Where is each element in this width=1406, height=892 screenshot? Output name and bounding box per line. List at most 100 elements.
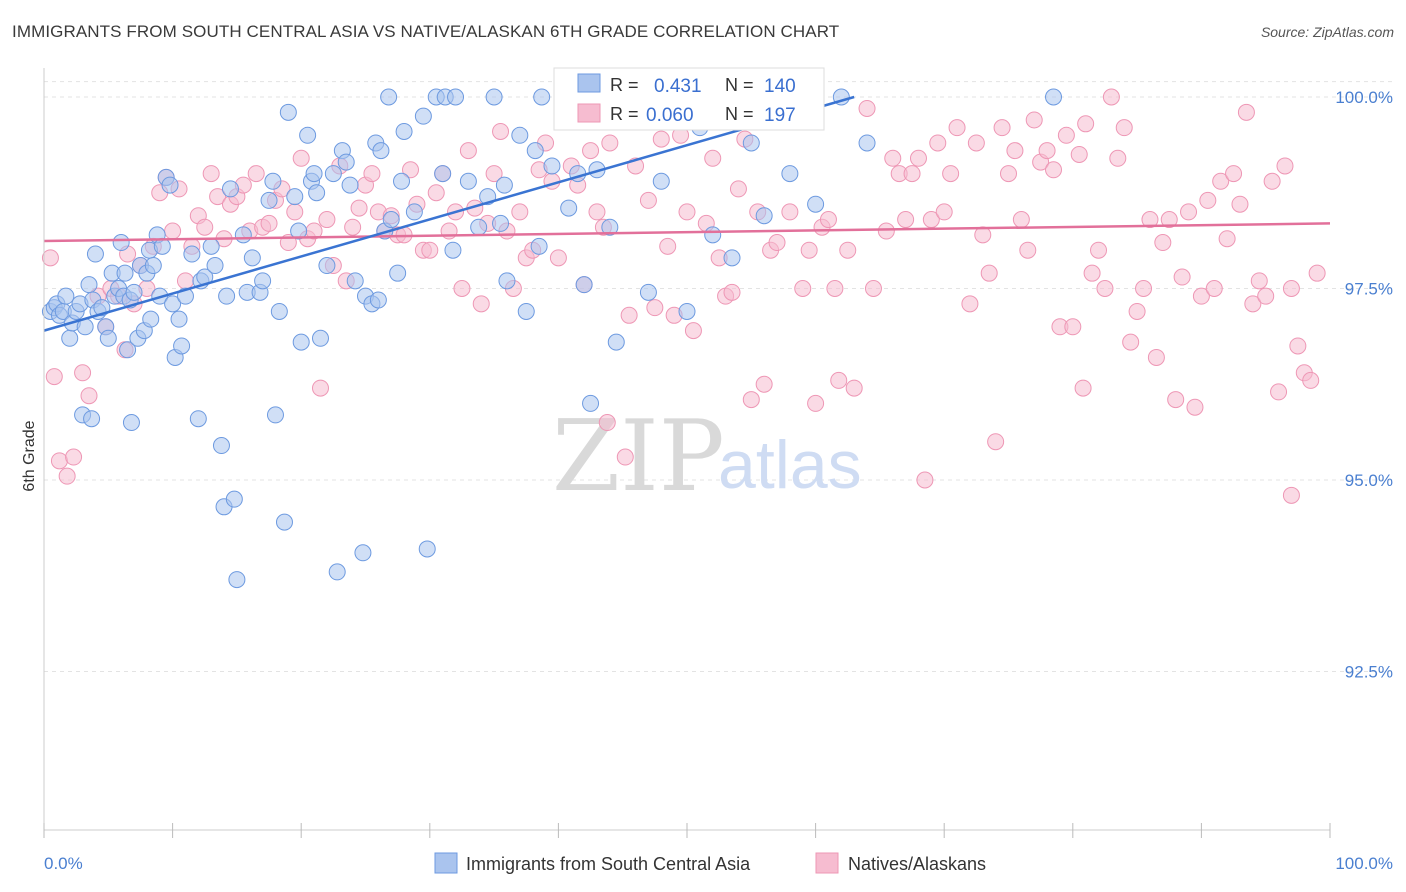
natives-point xyxy=(318,211,336,229)
natives-point xyxy=(1308,264,1326,282)
immigrants-point xyxy=(264,172,282,190)
grid-lines xyxy=(44,81,1395,672)
immigrants-point xyxy=(495,176,513,194)
natives-point xyxy=(794,280,812,297)
immigrants-point xyxy=(189,410,207,428)
natives-point xyxy=(723,283,741,301)
stats-r-label-2: R = xyxy=(610,104,639,124)
immigrants-point xyxy=(607,333,625,351)
natives-point xyxy=(1167,391,1185,409)
natives-point xyxy=(511,203,529,221)
immigrants-point xyxy=(212,437,230,455)
immigrants-point xyxy=(86,245,104,263)
natives-point xyxy=(1282,280,1300,297)
legend-label-natives: Natives/Alaskans xyxy=(848,854,986,874)
immigrants-point xyxy=(723,249,741,267)
natives-trend-line xyxy=(43,222,1331,243)
stats-n-label-1: N = xyxy=(725,75,754,95)
immigrants-point xyxy=(218,287,236,305)
natives-point xyxy=(678,203,696,221)
natives-point xyxy=(286,203,304,221)
immigrants-point xyxy=(380,88,398,106)
immigrants-point xyxy=(173,337,191,355)
natives-point xyxy=(549,249,567,267)
immigrants-point xyxy=(372,142,390,160)
natives-point xyxy=(1199,191,1217,209)
natives-point xyxy=(845,379,863,397)
natives-point xyxy=(1019,241,1037,259)
natives-point xyxy=(1244,295,1262,313)
immigrants-point xyxy=(225,490,243,508)
immigrants-point xyxy=(389,264,407,282)
immigrants-point xyxy=(142,310,160,328)
natives-point xyxy=(864,280,882,297)
natives-point xyxy=(247,165,265,183)
stats-n-value-1: 140 xyxy=(764,76,796,97)
natives-point xyxy=(639,191,657,209)
immigrants-point xyxy=(61,329,79,347)
natives-point xyxy=(588,203,606,221)
natives-point xyxy=(260,214,278,232)
immigrants-point xyxy=(543,157,561,175)
immigrants-point xyxy=(560,199,578,217)
natives-point xyxy=(1237,103,1255,121)
natives-point xyxy=(598,414,616,432)
natives-point xyxy=(427,184,445,202)
immigrants-point xyxy=(290,222,308,240)
stats-box: R = 0.431 N = 140 R = 0.060 N = 197 xyxy=(553,67,825,131)
natives-point xyxy=(1212,172,1230,190)
natives-point xyxy=(1077,115,1095,133)
immigrants-point xyxy=(755,207,773,225)
legend: Immigrants from South Central Asia Nativ… xyxy=(434,852,986,874)
natives-point xyxy=(1006,142,1024,160)
natives-point xyxy=(1180,203,1198,221)
natives-point xyxy=(402,161,420,179)
immigrants-point xyxy=(99,329,117,347)
immigrants-point xyxy=(459,172,477,190)
immigrants-point xyxy=(395,122,413,140)
natives-point xyxy=(922,211,940,229)
y-tick-label-1: 95.0% xyxy=(1345,471,1393,490)
natives-point xyxy=(41,249,59,267)
natives-point xyxy=(1282,486,1300,504)
immigrants-point xyxy=(858,134,876,152)
natives-point xyxy=(620,306,638,324)
natives-point xyxy=(1205,280,1223,297)
natives-point xyxy=(729,180,747,198)
natives-point xyxy=(877,222,895,240)
immigrants-point xyxy=(807,195,825,213)
natives-point xyxy=(164,222,182,240)
immigrants-point xyxy=(328,563,346,581)
immigrants-point xyxy=(369,291,387,309)
legend-label-immigrants: Immigrants from South Central Asia xyxy=(466,854,751,874)
natives-point xyxy=(781,203,799,221)
y-axis-label: 6th Grade xyxy=(21,420,38,491)
natives-point xyxy=(74,364,92,382)
natives-point xyxy=(1070,145,1088,163)
natives-point xyxy=(1083,264,1101,282)
series-immigrants-points xyxy=(41,88,1063,589)
natives-point xyxy=(826,280,844,297)
immigrants-point xyxy=(243,249,261,267)
immigrants-point xyxy=(414,107,432,125)
natives-point xyxy=(1038,142,1056,160)
natives-point xyxy=(1000,165,1017,183)
source-label: Source: ZipAtlas.com xyxy=(1260,24,1394,40)
watermark-atlas: atlas xyxy=(718,427,862,503)
immigrants-point xyxy=(492,214,510,232)
immigrants-point xyxy=(652,172,670,190)
natives-point xyxy=(659,237,677,255)
natives-point xyxy=(485,165,503,183)
natives-point xyxy=(350,199,368,217)
immigrants-point xyxy=(418,540,436,558)
immigrants-point xyxy=(405,203,423,221)
immigrants-point xyxy=(83,410,101,428)
natives-point xyxy=(884,149,902,167)
immigrants-point xyxy=(601,218,619,236)
natives-point xyxy=(1025,111,1043,129)
natives-point xyxy=(974,226,992,244)
natives-point xyxy=(453,280,471,297)
stats-n-label-2: N = xyxy=(725,104,754,124)
immigrants-point xyxy=(470,218,488,236)
natives-point xyxy=(1045,161,1063,179)
